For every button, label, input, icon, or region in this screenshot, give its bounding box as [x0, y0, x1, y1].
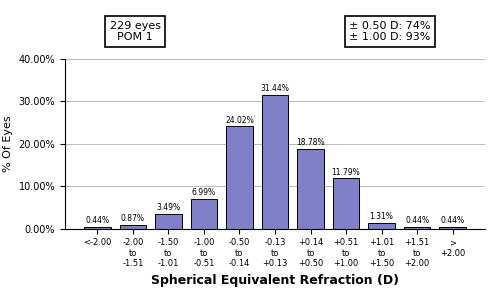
Bar: [368, 223, 395, 229]
Bar: [120, 225, 146, 229]
Text: 6.99%: 6.99%: [192, 188, 216, 197]
Bar: [155, 214, 182, 229]
Text: 18.78%: 18.78%: [296, 138, 325, 147]
Text: ± 0.50 D: 74%
± 1.00 D: 93%: ± 0.50 D: 74% ± 1.00 D: 93%: [349, 21, 431, 42]
Text: 11.79%: 11.79%: [332, 168, 360, 177]
Text: 24.02%: 24.02%: [225, 116, 254, 125]
Y-axis label: % Of Eyes: % Of Eyes: [3, 115, 13, 172]
Bar: [84, 227, 110, 229]
Bar: [404, 227, 430, 229]
Bar: [297, 149, 324, 229]
Text: 229 eyes
POM 1: 229 eyes POM 1: [110, 21, 160, 42]
X-axis label: Spherical Equivalent Refraction (D): Spherical Equivalent Refraction (D): [151, 274, 399, 287]
Text: 1.31%: 1.31%: [370, 212, 394, 221]
Bar: [262, 95, 288, 229]
Text: 3.49%: 3.49%: [156, 203, 180, 212]
Bar: [226, 127, 253, 229]
Text: 0.87%: 0.87%: [121, 214, 145, 223]
Text: 0.44%: 0.44%: [86, 216, 110, 225]
Text: 0.44%: 0.44%: [440, 216, 464, 225]
Text: 31.44%: 31.44%: [260, 84, 290, 93]
Bar: [440, 227, 466, 229]
Text: 0.44%: 0.44%: [405, 216, 429, 225]
Bar: [190, 199, 218, 229]
Bar: [332, 178, 359, 229]
